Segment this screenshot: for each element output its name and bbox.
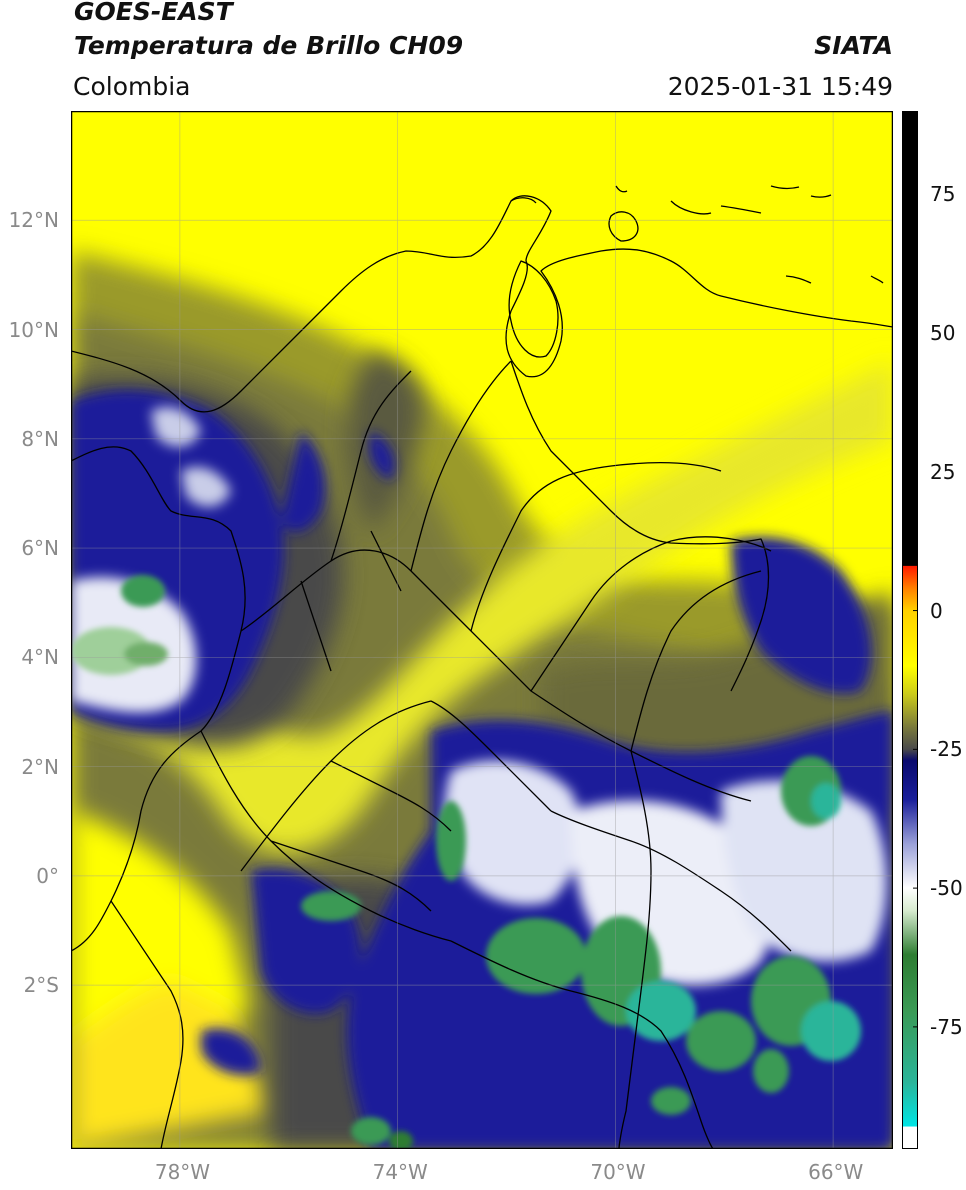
lat-tick-label: 10°N xyxy=(8,317,59,342)
lat-tick-label: 2°S xyxy=(23,973,59,998)
source-label: SIATA xyxy=(814,31,893,60)
title-line-2: Temperatura de Brillo CH09 xyxy=(74,31,464,60)
colorbar-tick-label: -25 xyxy=(930,737,963,762)
lon-tick-label: 74°W xyxy=(372,1160,428,1184)
satellite-map xyxy=(71,111,893,1149)
datetime-label: 2025-01-31 15:49 xyxy=(667,72,893,101)
lat-tick-label: 12°N xyxy=(8,208,59,233)
colorbar-tick-label: -50 xyxy=(930,876,963,901)
borders xyxy=(71,185,893,1149)
region-label: Colombia xyxy=(73,72,191,101)
field-yellow-belt xyxy=(71,361,893,1149)
cloud-green-cores xyxy=(71,575,861,1149)
lat-tick-label: 0° xyxy=(36,863,59,888)
lon-tick-label: 70°W xyxy=(590,1160,646,1184)
colorbar-tick-label: 25 xyxy=(930,459,956,484)
colorbar-tick-label: 75 xyxy=(930,182,956,207)
lat-tick-label: 6°N xyxy=(21,536,59,561)
lat-tick-label: 4°N xyxy=(21,645,59,670)
lon-tick-label: 66°W xyxy=(808,1160,864,1184)
colorbar-tick-label: 0 xyxy=(930,598,943,623)
colorbar-tick-label: -75 xyxy=(930,1014,963,1039)
temperature-colorbar xyxy=(902,111,918,1149)
lat-tick-label: 2°N xyxy=(21,754,59,779)
colorbar-tick-label: 50 xyxy=(930,321,956,346)
title-line-1: GOES-EAST xyxy=(74,0,233,26)
graticule xyxy=(71,111,893,1149)
lat-tick-label: 8°N xyxy=(21,426,59,451)
lon-tick-label: 78°W xyxy=(154,1160,211,1184)
